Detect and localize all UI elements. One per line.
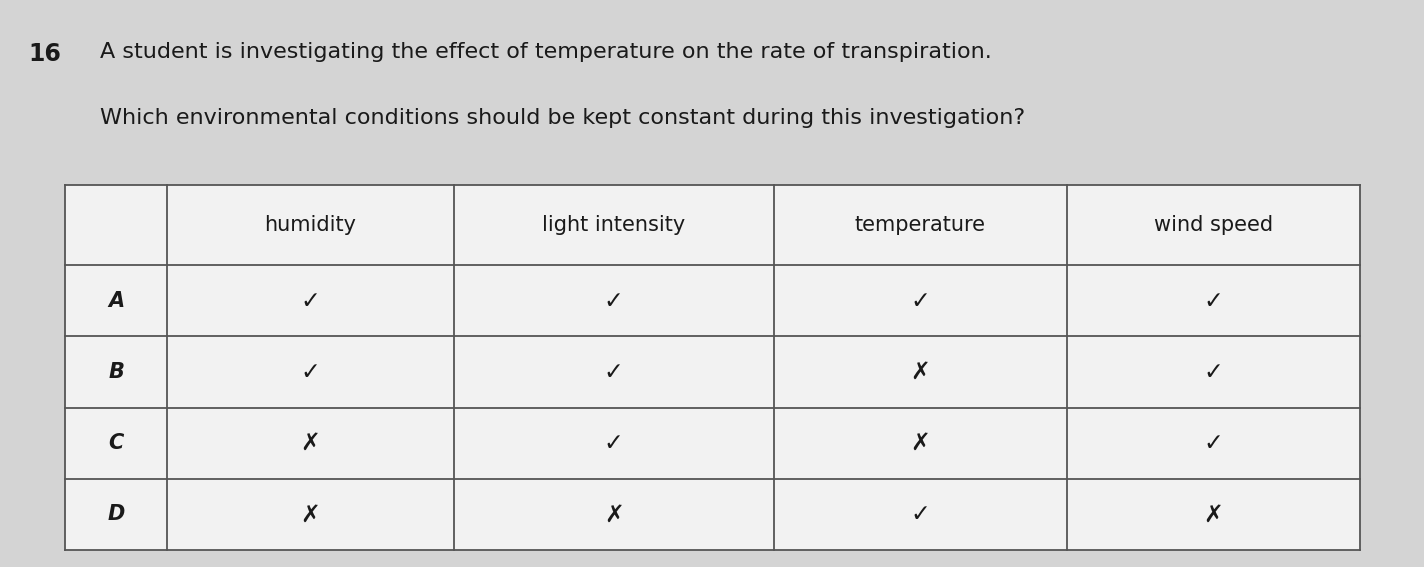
Text: A: A bbox=[108, 291, 124, 311]
Text: Which environmental conditions should be kept constant during this investigation: Which environmental conditions should be… bbox=[100, 108, 1025, 128]
Text: ✗: ✗ bbox=[910, 431, 930, 455]
Text: ✓: ✓ bbox=[604, 289, 624, 313]
Text: ✓: ✓ bbox=[1203, 360, 1223, 384]
Text: light intensity: light intensity bbox=[543, 215, 685, 235]
Text: ✓: ✓ bbox=[910, 289, 930, 313]
Text: C: C bbox=[108, 433, 124, 453]
Text: humidity: humidity bbox=[265, 215, 356, 235]
Text: temperature: temperature bbox=[854, 215, 985, 235]
Text: ✗: ✗ bbox=[604, 502, 624, 526]
Text: ✗: ✗ bbox=[300, 502, 320, 526]
Text: ✓: ✓ bbox=[300, 289, 320, 313]
Text: ✗: ✗ bbox=[910, 360, 930, 384]
Text: B: B bbox=[108, 362, 124, 382]
Text: ✓: ✓ bbox=[1203, 289, 1223, 313]
Text: wind speed: wind speed bbox=[1153, 215, 1273, 235]
Text: 16: 16 bbox=[28, 42, 61, 66]
Text: A student is investigating the effect of temperature on the rate of transpiratio: A student is investigating the effect of… bbox=[100, 42, 991, 62]
Text: ✗: ✗ bbox=[1203, 502, 1223, 526]
Bar bbox=[66, 185, 1360, 550]
Text: D: D bbox=[107, 505, 125, 524]
Text: ✓: ✓ bbox=[1203, 431, 1223, 455]
Text: ✗: ✗ bbox=[300, 431, 320, 455]
Text: ✓: ✓ bbox=[604, 431, 624, 455]
Text: ✓: ✓ bbox=[910, 502, 930, 526]
Text: ✓: ✓ bbox=[300, 360, 320, 384]
Text: ✓: ✓ bbox=[604, 360, 624, 384]
